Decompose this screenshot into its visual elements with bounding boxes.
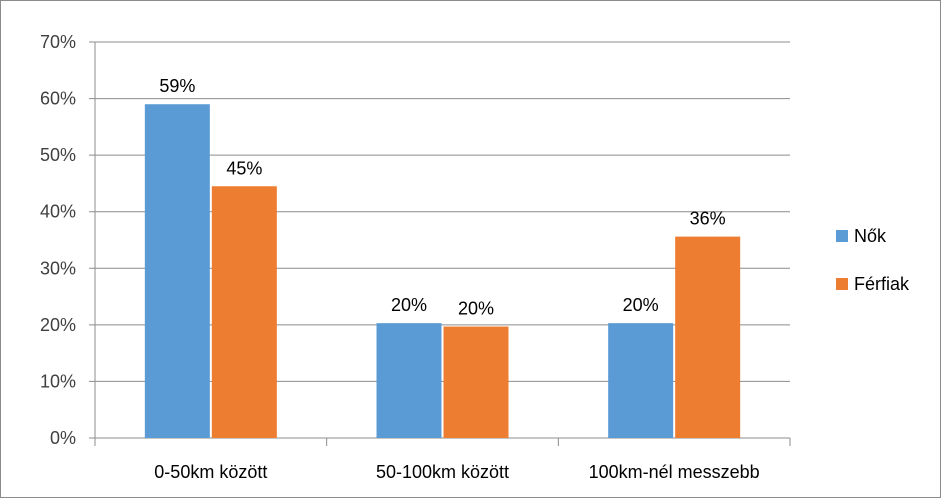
y-tick-label: 60%: [40, 89, 76, 109]
y-tick-label: 10%: [40, 371, 76, 391]
y-tick-label: 30%: [40, 258, 76, 278]
x-category-label: 0-50km között: [154, 462, 267, 482]
bar: [211, 186, 277, 438]
x-category-label: 50-100km között: [376, 462, 509, 482]
y-tick-label: 20%: [40, 315, 76, 335]
bar: [675, 236, 741, 438]
bar: [144, 104, 210, 438]
y-tick-label: 40%: [40, 202, 76, 222]
data-label: 59%: [159, 76, 195, 96]
y-tick-label: 70%: [40, 32, 76, 52]
bar: [608, 323, 674, 438]
bar: [443, 326, 509, 438]
data-label: 20%: [458, 299, 494, 319]
legend-swatch: [836, 230, 848, 242]
legend-label: Férfiak: [854, 274, 910, 294]
legend-swatch: [836, 278, 848, 290]
y-tick-label: 50%: [40, 145, 76, 165]
data-label: 20%: [391, 295, 427, 315]
bar: [376, 323, 442, 438]
data-label: 20%: [623, 295, 659, 315]
x-category-label: 100km-nél messzebb: [589, 462, 760, 482]
y-tick-label: 0%: [50, 428, 76, 448]
legend-label: Nők: [854, 226, 887, 246]
data-label: 45%: [226, 158, 262, 178]
data-label: 36%: [690, 209, 726, 229]
